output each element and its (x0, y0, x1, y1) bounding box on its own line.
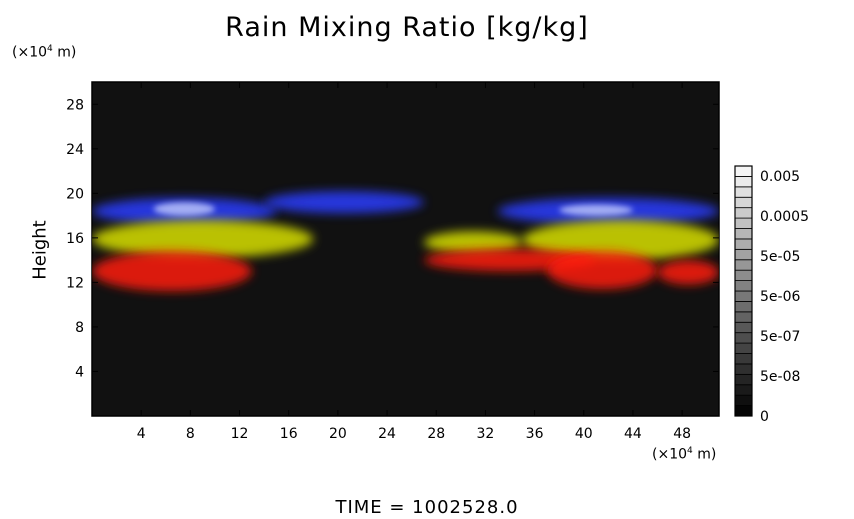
colorbar-frame (734, 165, 753, 417)
colorbar-cell (734, 353, 753, 365)
colorbar-cell (734, 176, 753, 188)
colorbar-cell (734, 332, 753, 344)
colorbar-label: 5e-06 (760, 289, 800, 305)
y-tick-label: 24 (66, 142, 84, 158)
rain-field (92, 191, 719, 292)
x-tick-label: 32 (476, 426, 494, 442)
colorbar-cell (734, 301, 753, 313)
colorbar-cell (734, 238, 753, 250)
y-tick-label: 28 (66, 97, 84, 113)
colorbar-cell (734, 196, 753, 209)
colorbar-label: 0.0005 (760, 209, 809, 225)
rain-layer-1 (423, 231, 523, 254)
y-tick-label: 4 (75, 364, 84, 380)
y-unit-label: (×104 m) (12, 44, 77, 61)
colorbar-label: 5e-07 (760, 329, 800, 345)
x-tick-label: 12 (231, 426, 249, 442)
x-tick-label: 16 (280, 426, 298, 442)
colorbar-cell (734, 207, 753, 219)
time-footer: TIME = 1002528.0 (335, 497, 519, 518)
x-tick-label: 20 (329, 426, 347, 442)
colorbar-cell (734, 290, 753, 302)
rain-layer-1 (92, 220, 314, 258)
colorbar-cell (734, 228, 753, 240)
colorbar-cell (734, 311, 753, 323)
y-tick-label: 20 (66, 186, 84, 202)
x-tick-label: 24 (378, 426, 396, 442)
chart-title: Rain Mixing Ratio [kg/kg] (225, 12, 589, 43)
rain-highlight (559, 204, 633, 216)
rain-layer-1 (522, 220, 719, 261)
colorbar-cell (734, 363, 753, 375)
colorbar-cell (734, 342, 753, 354)
colorbar-cell (734, 269, 753, 281)
colorbar-cell (734, 373, 753, 386)
x-tick-label: 36 (526, 426, 544, 442)
y-tick-label: 8 (75, 320, 84, 336)
colorbar-cell (734, 217, 753, 229)
rain-layer-2 (92, 251, 252, 292)
x-unit-label: (×104 m) (652, 446, 717, 463)
colorbar-cell (734, 280, 753, 292)
rain-layer-2 (546, 251, 658, 290)
colorbar-cell (734, 384, 753, 396)
y-tick-label: 16 (66, 231, 84, 247)
colorbar-label: 5e-08 (760, 369, 800, 385)
x-tick-label: 8 (186, 426, 195, 442)
colorbar-label: 5e-05 (760, 249, 800, 265)
rain-layer-0 (264, 191, 424, 214)
rain-highlight (153, 202, 215, 216)
colorbar-cell (734, 259, 753, 271)
rain-layer-2 (657, 260, 719, 285)
x-tick-label: 40 (575, 426, 593, 442)
colorbar-cell (734, 165, 753, 177)
x-tick-label: 4 (137, 426, 146, 442)
colorbar-cell (734, 248, 753, 261)
colorbar-label: 0 (760, 409, 769, 425)
colorbar-cell (734, 186, 753, 198)
x-tick-label: 44 (624, 426, 642, 442)
y-tick-label: 12 (66, 275, 84, 291)
x-tick-label: 28 (427, 426, 445, 442)
colorbar-cell (734, 405, 753, 417)
colorbar: 0.005 0.0005 5e-05 5e-06 5e-07 5e-08 0 (734, 165, 809, 425)
colorbar-label: 0.005 (760, 169, 800, 185)
colorbar-cell (734, 394, 753, 406)
x-tick-label: 48 (673, 426, 691, 442)
colorbar-cell (734, 321, 753, 334)
